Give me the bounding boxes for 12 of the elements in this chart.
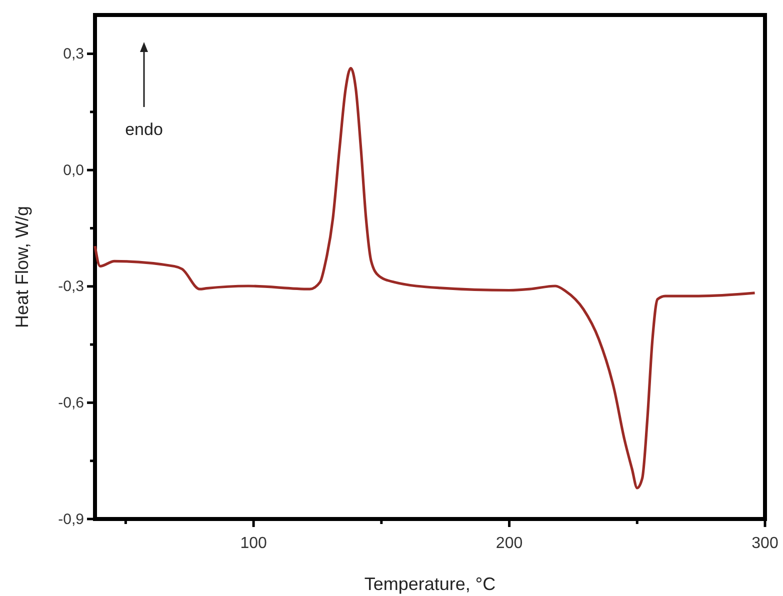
x-tick-label: 200 [496, 535, 523, 552]
y-tick-label: -0,6 [58, 394, 84, 412]
y-tick-label: -0,9 [58, 510, 84, 528]
y-tick-label: 0,3 [63, 46, 84, 63]
annotation: endo [125, 120, 163, 139]
y-tick-label: 0,0 [63, 162, 84, 179]
x-axis-title: Temperature, °C [364, 574, 496, 594]
x-tick-label: 100 [240, 535, 267, 552]
x-tick-label: 300 [752, 535, 778, 552]
y-tick-label: -0,3 [58, 278, 84, 296]
y-axis-title: Heat Flow, W/g [12, 206, 32, 328]
line-series [94, 66, 756, 490]
